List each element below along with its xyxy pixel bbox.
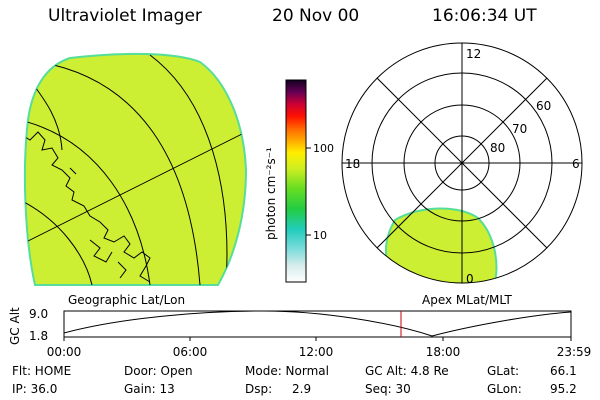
mlt-label-6: 6 — [572, 157, 580, 171]
instrument-title: Ultraviolet Imager — [48, 6, 202, 26]
colorbar-label: photon cm⁻²s⁻¹ — [264, 147, 278, 240]
timeline-xtick-2359: 23:59 — [557, 345, 592, 359]
colorbar: 100 10 photon cm⁻²s⁻¹ — [264, 79, 334, 283]
colorbar-gradient — [285, 79, 307, 283]
geo-panel-caption: Geographic Lat/Lon — [68, 293, 185, 307]
status-glon-value: 95.2 — [550, 382, 577, 396]
altitude-curve — [63, 310, 572, 337]
mlat-label-60: 60 — [536, 99, 551, 113]
image-time: 16:06:34 UT — [432, 6, 537, 26]
mlt-label-12: 12 — [466, 47, 481, 61]
timeline-xtick-0000: 00:00 — [47, 345, 82, 359]
mlt-label-18: 18 — [345, 157, 360, 171]
mlat-label-80: 80 — [490, 141, 505, 155]
status-glat-value: 66.1 — [550, 364, 577, 378]
status-glon-label: GLon: — [487, 382, 522, 396]
timeline-xtick-1800: 18:00 — [426, 345, 461, 359]
status-dsp-value: 2.9 — [292, 382, 312, 396]
mlt-label-0: 0 — [466, 272, 474, 286]
timeline-ytick-bottom: 1.8 — [29, 329, 48, 343]
mlat-label-70: 70 — [512, 122, 527, 136]
status-glat-label: GLat: — [487, 364, 520, 378]
polar-panel: 12 18 6 0 60 70 80 — [341, 42, 583, 286]
timeline-frame — [63, 310, 572, 338]
timeline-xtick-0600: 06:00 — [173, 345, 208, 359]
timeline-xtick-1200: 12:00 — [299, 345, 334, 359]
polar-image-footprint — [384, 207, 498, 283]
geo-image-footprint — [23, 52, 248, 286]
status-gain: Gain: 13 — [124, 382, 175, 396]
timeline-ylabel: GC Alt — [8, 307, 22, 345]
status-mode: Mode: Normal — [245, 364, 329, 378]
status-ip: IP: 36.0 — [12, 382, 58, 396]
status-dsp-label: Dsp: — [245, 382, 273, 396]
timeline-ytick-top: 9.0 — [29, 307, 48, 321]
colorbar-tick-10: 10 — [313, 229, 327, 242]
status-door: Door: Open — [124, 364, 193, 378]
status-seq: Seq: 30 — [365, 382, 411, 396]
coastline — [24, 131, 151, 283]
status-flt: Flt: HOME — [12, 364, 72, 378]
geographic-panel — [23, 52, 248, 286]
altitude-timeline: GC Alt 9.0 1.8 00:00 06:00 12:00 18:00 2… — [8, 307, 591, 359]
colorbar-tick-100: 100 — [313, 142, 334, 155]
image-date: 20 Nov 00 — [272, 6, 360, 26]
polar-panel-caption: Apex MLat/MLT — [422, 293, 512, 307]
status-gcalt: GC Alt: 4.8 Re — [365, 364, 449, 378]
